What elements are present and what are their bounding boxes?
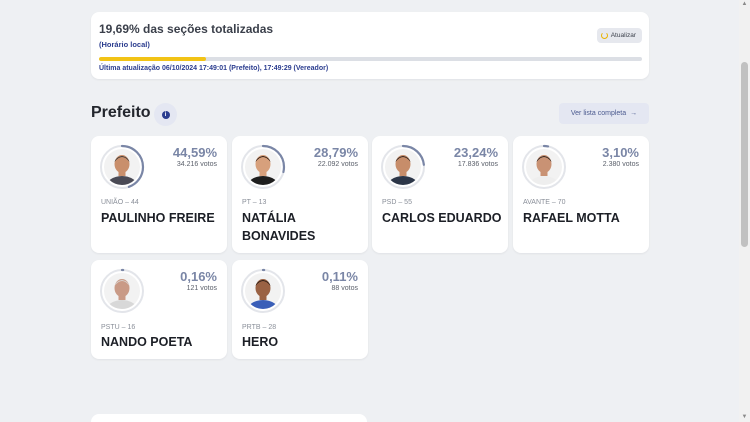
local-time-note: (Horário local) xyxy=(99,40,150,49)
vote-count: 88 votos xyxy=(331,285,358,292)
view-full-list-label: Ver lista completa xyxy=(570,110,627,117)
party-number: PSD – 55 xyxy=(382,199,412,206)
candidate-card[interactable]: 3,10% 2.380 votos AVANTE – 70 RAFAEL MOT… xyxy=(513,136,649,253)
vote-count: 2.380 votos xyxy=(602,161,639,168)
page-scrollbar[interactable]: ▲ ▼ xyxy=(739,0,750,422)
vote-percentage: 28,79% xyxy=(313,145,358,160)
party-number: UNIÃO – 44 xyxy=(101,199,139,206)
party-number: PT – 13 xyxy=(242,199,267,206)
next-section-card xyxy=(91,414,367,422)
progress-fill xyxy=(99,57,206,61)
section-title: Prefeito xyxy=(91,104,151,121)
vote-share-ring xyxy=(240,144,286,190)
candidate-name: NANDO POETA xyxy=(101,335,193,349)
candidate-card[interactable]: 0,16% 121 votos PSTU – 16 NANDO POETA xyxy=(91,260,227,359)
candidate-photo xyxy=(245,273,281,309)
candidate-name: HERO xyxy=(242,335,279,349)
scroll-thumb[interactable] xyxy=(741,62,748,247)
vote-percentage: 0,16% xyxy=(180,269,217,284)
candidate-name: NATÁLIA BONAVIDES xyxy=(242,211,316,243)
candidate-name: CARLOS EDUARDO xyxy=(382,211,502,225)
vote-count: 22.092 votos xyxy=(317,161,358,168)
scroll-down-icon[interactable]: ▼ xyxy=(741,414,748,420)
party-number: AVANTE – 70 xyxy=(523,199,566,206)
info-button[interactable]: i xyxy=(154,103,177,126)
candidate-card[interactable]: 28,79% 22.092 votos PT – 13 NATÁLIA BONA… xyxy=(232,136,368,253)
refresh-button[interactable]: Atualizar xyxy=(596,28,642,43)
candidate-name: PAULINHO FREIRE xyxy=(101,211,215,225)
totalization-status-card: 19,69% das seções totalizadas (Horário l… xyxy=(91,12,649,79)
vote-percentage: 23,24% xyxy=(453,145,498,160)
party-number: PSTU – 16 xyxy=(101,324,136,331)
totalization-title: 19,69% das seções totalizadas xyxy=(99,22,274,36)
candidate-card[interactable]: 44,59% 34.216 votos UNIÃO – 44 PAULINHO … xyxy=(91,136,227,253)
vote-share-ring xyxy=(380,144,426,190)
candidate-name: RAFAEL MOTTA xyxy=(523,211,620,225)
candidate-photo xyxy=(104,149,140,185)
last-update-text: Última atualização 06/10/2024 17:49:01 (… xyxy=(99,65,329,72)
vote-count: 34.216 votos xyxy=(176,161,217,168)
vote-percentage: 44,59% xyxy=(172,145,217,160)
arrow-right-icon: → xyxy=(630,110,638,117)
candidate-card[interactable]: 0,11% 88 votos PRTB – 28 HERO xyxy=(232,260,368,359)
party-number: PRTB – 28 xyxy=(242,324,277,331)
candidate-photo xyxy=(385,149,421,185)
candidate-photo xyxy=(104,273,140,309)
view-full-list-button[interactable]: Ver lista completa → xyxy=(559,103,649,124)
vote-share-ring xyxy=(240,268,286,314)
vote-share-ring xyxy=(521,144,567,190)
refresh-icon xyxy=(600,32,608,39)
candidate-card[interactable]: 23,24% 17.836 votos PSD – 55 CARLOS EDUA… xyxy=(372,136,508,253)
candidate-photo xyxy=(245,149,281,185)
scroll-up-icon[interactable]: ▲ xyxy=(741,1,748,7)
vote-share-ring xyxy=(99,268,145,314)
totalization-progress-bar xyxy=(99,57,642,61)
refresh-button-label: Atualizar xyxy=(610,32,636,39)
vote-count: 17.836 votos xyxy=(457,161,498,168)
vote-percentage: 0,11% xyxy=(321,269,358,284)
vote-percentage: 3,10% xyxy=(602,145,639,160)
vote-count: 121 votos xyxy=(186,285,217,292)
info-icon: i xyxy=(161,110,170,119)
candidate-photo xyxy=(526,149,562,185)
vote-share-ring xyxy=(99,144,145,190)
